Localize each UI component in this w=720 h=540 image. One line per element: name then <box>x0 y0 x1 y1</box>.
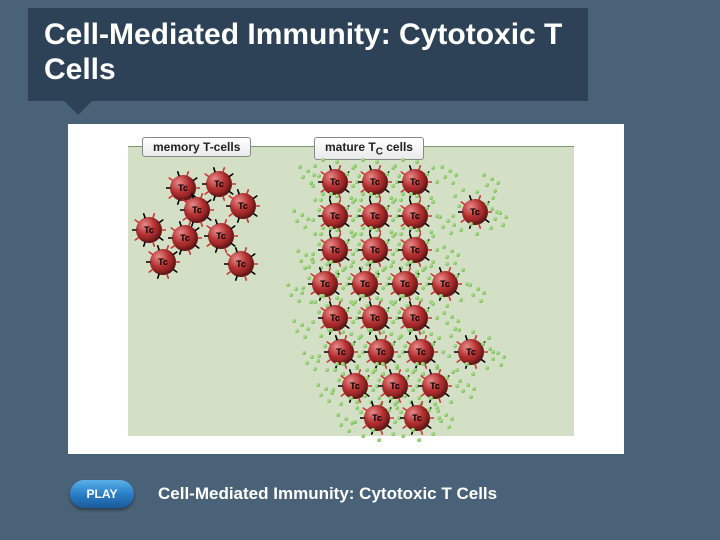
label-mature-tc-cells: mature TC cells <box>314 137 424 160</box>
mature-tcell <box>402 305 428 331</box>
memory-tcell <box>172 225 198 251</box>
mature-tcell <box>322 305 348 331</box>
mature-tcell <box>462 199 488 225</box>
mature-tcell <box>402 169 428 195</box>
mature-tcell <box>362 169 388 195</box>
mature-tcell <box>312 271 338 297</box>
mature-tcell <box>362 305 388 331</box>
title-box: Cell-Mediated Immunity: Cytotoxic T Cell… <box>28 8 588 101</box>
mature-tcell <box>404 405 430 431</box>
mature-tcell <box>364 405 390 431</box>
mature-tcell <box>322 237 348 263</box>
mature-tcell <box>322 203 348 229</box>
memory-tcell <box>184 197 210 223</box>
mature-tcell <box>352 271 378 297</box>
mature-tcell <box>362 203 388 229</box>
memory-tcell <box>136 217 162 243</box>
mature-tcell <box>432 271 458 297</box>
mature-tcell <box>382 373 408 399</box>
label-memory-tcells: memory T-cells <box>142 137 251 157</box>
play-row: PLAY Cell-Mediated Immunity: Cytotoxic T… <box>70 480 497 508</box>
mature-tcell <box>422 373 448 399</box>
mature-tcell <box>402 203 428 229</box>
memory-tcell <box>208 223 234 249</box>
mature-tcell <box>322 169 348 195</box>
mature-tcell <box>458 339 484 365</box>
mature-tcell <box>362 237 388 263</box>
page-title: Cell-Mediated Immunity: Cytotoxic T Cell… <box>44 18 572 87</box>
diagram-panel: memory T-cells mature TC cells <box>128 146 574 436</box>
memory-tcell <box>230 193 256 219</box>
mature-tcell <box>402 237 428 263</box>
mature-tcell <box>328 339 354 365</box>
memory-tcell <box>228 251 254 277</box>
play-caption: Cell-Mediated Immunity: Cytotoxic T Cell… <box>158 484 497 504</box>
mature-tcell <box>392 271 418 297</box>
mature-tcell <box>368 339 394 365</box>
mature-tcell <box>342 373 368 399</box>
mature-tcell <box>408 339 434 365</box>
memory-tcell <box>150 249 176 275</box>
memory-tcell <box>206 171 232 197</box>
figure-area: memory T-cells mature TC cells <box>68 124 624 454</box>
play-button[interactable]: PLAY <box>70 480 134 508</box>
